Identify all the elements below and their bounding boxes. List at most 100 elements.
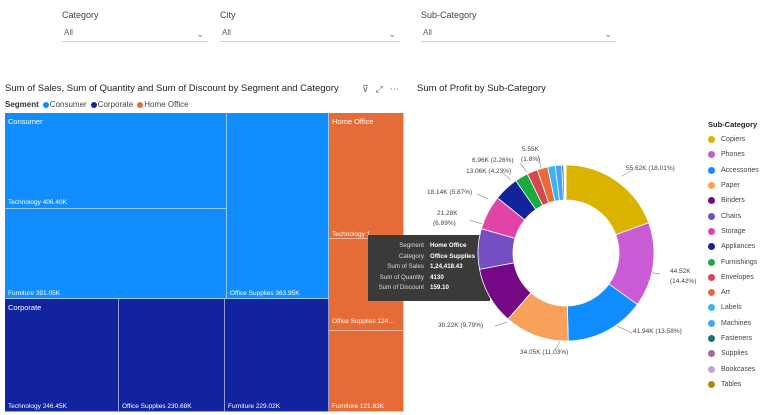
legend-dot: [708, 258, 715, 266]
legend-dot: [708, 289, 715, 297]
tile-corporate-furniture[interactable]: Furniture 229.02K: [225, 299, 329, 412]
donut-slice-furnishings[interactable]: [515, 173, 544, 211]
leader-line: [469, 219, 483, 225]
legend-dot: [708, 136, 715, 144]
legend-item-fasteners[interactable]: Fasteners: [708, 331, 759, 346]
leader-line: [519, 162, 528, 173]
tile-label: Office Supplies 363.95K: [230, 290, 300, 297]
donut-slice-tables[interactable]: [565, 164, 567, 201]
slice-label-phones: 44.52K: [670, 268, 691, 275]
legend-text: Bookcases: [721, 365, 756, 373]
category-slicer-title: Category: [62, 10, 99, 20]
city-dropdown[interactable]: All ⌄: [220, 26, 400, 42]
donut-slice-bookcases[interactable]: [564, 164, 567, 201]
chevron-down-icon: ⌄: [196, 29, 204, 39]
legend-text: Art: [721, 289, 730, 297]
tile-label: Office Supplies 124…: [332, 318, 395, 325]
legend-item-paper[interactable]: Paper: [708, 178, 759, 193]
slice-label-copiers: 55.62K (18.01%): [626, 165, 675, 172]
tile-consumer-furniture[interactable]: Furniture 391.05K: [5, 209, 227, 299]
tile-home-office-technology[interactable]: Home Office Technology 1…: [329, 113, 404, 239]
donut-slice-copiers[interactable]: [565, 164, 650, 236]
donut-slice-paper[interactable]: [507, 292, 569, 342]
legend-text: Corporate: [97, 100, 134, 109]
legend-item-accessories[interactable]: Accessories: [708, 163, 759, 178]
legend-dot: [708, 166, 715, 174]
legend-item-art[interactable]: Art: [708, 285, 759, 300]
legend-dot: [708, 319, 715, 327]
tooltip-key: Sum of Quantity: [379, 273, 424, 281]
legend-text: Home Office: [144, 100, 189, 109]
tile-corporate-office-supplies[interactable]: Office Supplies 230.68K: [119, 299, 225, 412]
legend-item-furnishings[interactable]: Furnishings: [708, 254, 759, 269]
slice-label-paper: 34.05K (11.03%): [520, 349, 569, 356]
donut-legend-title: Sub-Category: [708, 120, 758, 129]
category-slicer[interactable]: Category All ⌄: [62, 8, 208, 42]
donut-slice-supplies[interactable]: [563, 164, 566, 201]
donut-slice-accessories[interactable]: [566, 283, 638, 342]
focus-mode-icon[interactable]: ⤢: [375, 84, 383, 94]
more-options-icon[interactable]: ⋯: [389, 84, 399, 94]
legend-item-storage[interactable]: Storage: [708, 224, 759, 239]
tile-home-office-furniture[interactable]: Furniture 121.83K: [329, 331, 404, 412]
city-slicer[interactable]: City All ⌄: [220, 8, 400, 42]
filter-icon[interactable]: ⊽: [362, 84, 369, 94]
tile-corporate-technology[interactable]: Corporate Technology 246.45K: [5, 299, 119, 412]
legend-dot: [708, 212, 715, 220]
tooltip-value: 159.10: [430, 284, 449, 291]
legend-dot: [708, 335, 715, 342]
donut-slice-appliances[interactable]: [496, 180, 537, 221]
subcategory-slicer-title: Sub-Category: [421, 10, 477, 20]
tooltip-key: Sum of Sales: [387, 263, 424, 270]
donut-title: Sum of Profit by Sub-Category: [417, 83, 546, 94]
tile-label: Furniture 391.05K: [8, 290, 61, 297]
legend-dot: [708, 197, 715, 205]
legend-text: Paper: [721, 182, 740, 190]
legend-item-consumer[interactable]: Consumer: [42, 100, 87, 109]
legend-item-appliances[interactable]: Appliances: [708, 239, 759, 254]
legend-item-corporate[interactable]: Corporate: [90, 100, 134, 109]
legend-item-envelopes[interactable]: Envelopes: [708, 270, 759, 285]
legend-item-copiers[interactable]: Copiers: [708, 132, 759, 147]
tile-consumer-technology[interactable]: Consumer Technology 406.40K: [5, 113, 227, 209]
legend-text: Labels: [721, 304, 742, 312]
leader-line: [476, 193, 489, 200]
legend-item-chairs[interactable]: Chairs: [708, 208, 759, 223]
donut-slice-envelopes[interactable]: [526, 169, 550, 206]
tooltip-value: 4130: [430, 273, 444, 281]
city-slicer-title: City: [220, 10, 236, 20]
legend-item-supplies[interactable]: Supplies: [708, 346, 759, 361]
tile-consumer-office-supplies[interactable]: Office Supplies 363.95K: [227, 113, 329, 299]
legend-text: Consumer: [49, 100, 87, 109]
legend-item-tables[interactable]: Tables: [708, 377, 759, 392]
tooltip-row: Sum of Quantity 4130: [372, 273, 486, 284]
legend-item-home-office[interactable]: Home Office: [137, 100, 189, 109]
slice-label-chairs: 21.28K: [437, 210, 458, 217]
donut-slice-machines[interactable]: [554, 164, 564, 201]
subcategory-slicer[interactable]: Sub-Category All ⌄: [421, 8, 616, 42]
donut-slice-phones[interactable]: [608, 222, 655, 306]
legend-dot: [708, 304, 715, 312]
legend-text: Fasteners: [721, 335, 753, 342]
legend-item-bookcases[interactable]: Bookcases: [708, 361, 759, 376]
category-dropdown[interactable]: All ⌄: [62, 26, 208, 42]
donut-slice-storage[interactable]: [480, 197, 526, 239]
donut-slice-fasteners[interactable]: [561, 164, 566, 201]
legend-item-phones[interactable]: Phones: [708, 147, 759, 162]
legend-item-machines[interactable]: Machines: [708, 316, 759, 331]
donut-slice-art[interactable]: [536, 166, 556, 204]
tile-label: Furniture 121.83K: [332, 403, 385, 410]
legend-text: Storage: [721, 227, 746, 235]
legend-dot: [90, 101, 97, 108]
slice-label-storage: 18.14K (5.87%): [427, 189, 473, 196]
legend-item-labels[interactable]: Labels: [708, 300, 759, 315]
slice-label-furnishings: 6.96K (2.26%): [472, 157, 514, 164]
subcategory-dropdown[interactable]: All ⌄: [421, 26, 616, 42]
segment-label-corporate: Corporate: [8, 303, 42, 312]
tooltip-row: Category Office Supplies: [372, 252, 486, 263]
slice-label-envelopes: 5.55K: [522, 146, 539, 153]
legend-text: Supplies: [721, 350, 748, 358]
category-value: All: [64, 28, 73, 37]
donut-slice-labels[interactable]: [547, 165, 560, 202]
legend-item-binders[interactable]: Binders: [708, 193, 759, 208]
